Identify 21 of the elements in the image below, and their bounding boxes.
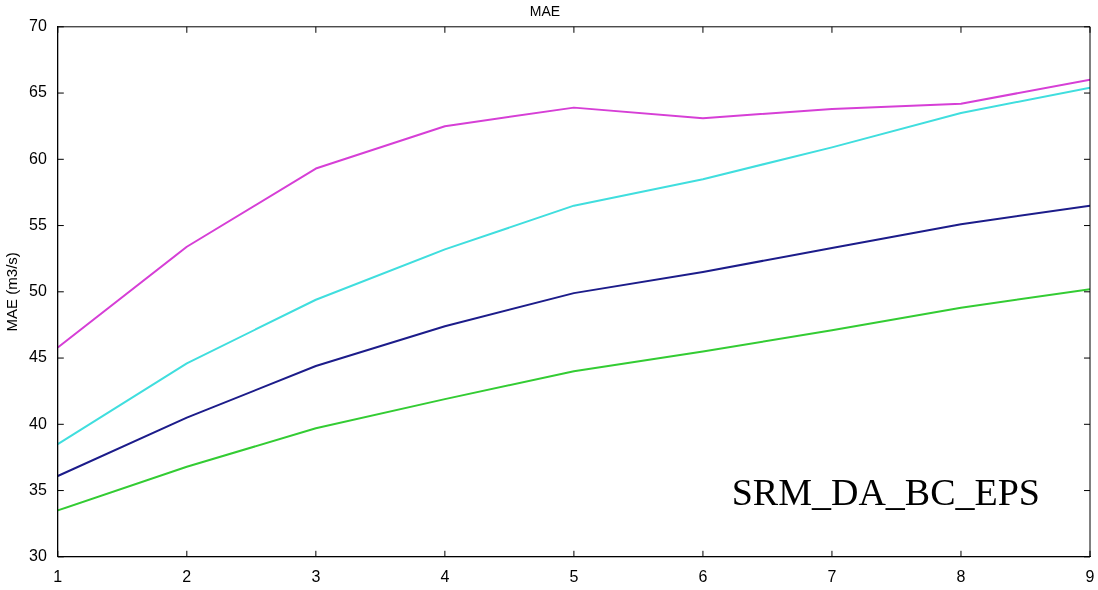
x-tick-label: 7 (827, 567, 837, 585)
y-axis-title: MAE (m3/s) (3, 252, 21, 332)
x-tick-label: 4 (440, 567, 450, 585)
x-tick-label: 8 (956, 567, 966, 585)
y-tick-label: 50 (29, 282, 47, 300)
x-tick-label: 6 (698, 567, 708, 585)
annotation: SRM_DA_BC_EPS (731, 470, 1040, 513)
x-tick-label: 3 (311, 567, 321, 585)
x-tick-label: 5 (569, 567, 579, 585)
y-tick-label: 70 (29, 17, 47, 35)
y-tick-label: 45 (29, 348, 47, 366)
y-tick-label: 55 (29, 215, 47, 233)
y-tick-label: 30 (29, 547, 47, 565)
y-tick-label: 65 (29, 83, 47, 101)
y-tick-label: 40 (29, 414, 47, 432)
x-tick-label: 2 (182, 567, 192, 585)
y-tick-label: 35 (29, 480, 47, 498)
x-tick-label: 9 (1085, 567, 1095, 585)
y-tick-label: 60 (29, 149, 47, 167)
chart-title: MAE (529, 3, 561, 20)
x-tick-label: 1 (53, 567, 63, 585)
